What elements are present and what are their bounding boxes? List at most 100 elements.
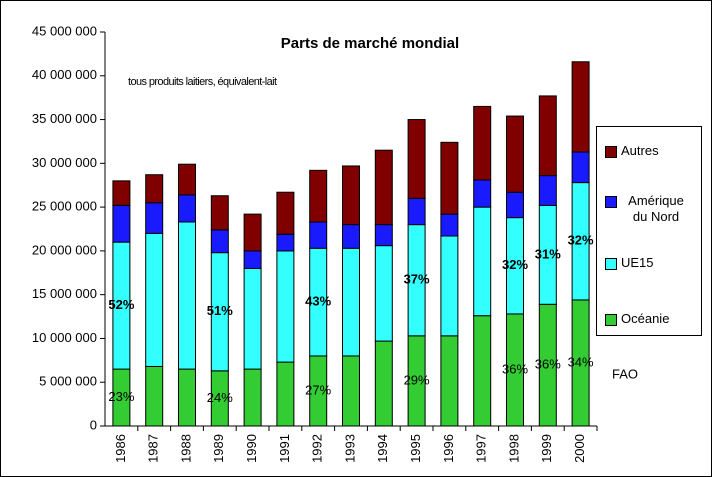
legend-item: UE15 bbox=[605, 255, 654, 271]
bar-segment bbox=[309, 221, 328, 249]
chart-title: Parts de marché mondial bbox=[281, 35, 459, 52]
x-tick-label: 1989 bbox=[211, 434, 226, 463]
bar-segment bbox=[276, 191, 295, 235]
legend-swatch bbox=[605, 314, 617, 326]
y-tick-label: 25 000 000 bbox=[32, 199, 97, 214]
bar-segment bbox=[145, 202, 164, 234]
bar-segment bbox=[178, 368, 196, 427]
bar-segment bbox=[276, 233, 295, 252]
bar-segment bbox=[276, 250, 295, 363]
legend-item: Autres bbox=[605, 143, 659, 159]
bar-segment bbox=[440, 235, 459, 337]
percent-label: 51% bbox=[207, 303, 233, 318]
x-tick-label: 1994 bbox=[375, 434, 390, 463]
bar-segment bbox=[243, 250, 262, 269]
legend-label: Autres bbox=[621, 143, 659, 158]
y-tick-label: 0 bbox=[90, 417, 97, 432]
y-tick-label: 30 000 000 bbox=[32, 155, 97, 170]
bar-segment bbox=[342, 165, 360, 226]
x-tick-label: 1998 bbox=[506, 434, 521, 463]
y-tick-label: 10 000 000 bbox=[32, 330, 97, 345]
percent-label: 24% bbox=[207, 390, 233, 405]
x-tick-label: 1987 bbox=[146, 434, 161, 463]
bar-segment bbox=[342, 355, 360, 427]
bar-segment bbox=[440, 141, 459, 215]
bar-segment bbox=[145, 365, 164, 427]
bar-segment bbox=[178, 163, 196, 196]
bar-segment bbox=[145, 232, 164, 367]
bar-segment bbox=[243, 267, 262, 370]
bar-segment bbox=[374, 245, 393, 342]
percent-label: 37% bbox=[404, 272, 430, 287]
bar-segment bbox=[374, 149, 393, 226]
bar-segment bbox=[538, 95, 557, 177]
bar-segment bbox=[243, 213, 262, 252]
y-tick-label: 35 000 000 bbox=[32, 111, 97, 126]
percent-label: 36% bbox=[535, 357, 561, 372]
bar-segment bbox=[374, 224, 393, 247]
bar-segment bbox=[407, 197, 426, 226]
bar-segment bbox=[374, 340, 393, 427]
x-tick-label: 1999 bbox=[539, 434, 554, 463]
bar-segment bbox=[112, 180, 131, 206]
bar-segment bbox=[210, 229, 229, 254]
bar-segment bbox=[473, 206, 492, 317]
bar-segment bbox=[473, 315, 492, 427]
x-tick-label: 1990 bbox=[244, 434, 259, 463]
bar-segment bbox=[178, 221, 196, 370]
percent-label: 36% bbox=[502, 361, 528, 376]
x-tick-label: 1991 bbox=[277, 434, 292, 463]
bar-segment bbox=[571, 151, 590, 184]
legend-label: Océanie bbox=[621, 311, 670, 326]
bar-segment bbox=[210, 195, 229, 231]
x-tick-label: 1993 bbox=[342, 434, 357, 463]
bar-segment bbox=[538, 175, 557, 206]
legend-item: Amérique du Nord bbox=[605, 193, 691, 225]
bar-segment bbox=[309, 169, 328, 223]
x-tick-label: 1992 bbox=[310, 434, 325, 463]
source: FAO bbox=[612, 366, 638, 381]
legend-label: Amérique du Nord bbox=[628, 193, 684, 224]
legend-swatch bbox=[605, 146, 617, 158]
bar-segment bbox=[571, 61, 590, 153]
bar-segment bbox=[473, 105, 492, 181]
percent-label: 27% bbox=[305, 382, 331, 397]
percent-label: 31% bbox=[535, 246, 561, 261]
legend-label: UE15 bbox=[621, 255, 654, 270]
percent-label: 23% bbox=[108, 389, 134, 404]
percent-label: 52% bbox=[108, 297, 134, 312]
x-tick-label: 2000 bbox=[572, 434, 587, 463]
legend: Autres Amérique du Nord UE15 Océanie bbox=[596, 126, 702, 336]
legend-swatch bbox=[605, 258, 617, 270]
bar-segment bbox=[506, 191, 524, 219]
y-tick-label: 20 000 000 bbox=[32, 242, 97, 257]
y-tick-label: 5 000 000 bbox=[39, 374, 97, 389]
bar-segment bbox=[145, 174, 164, 204]
percent-label: 32% bbox=[568, 233, 594, 248]
x-tick-label: 1997 bbox=[474, 434, 489, 463]
bar-segment bbox=[473, 179, 492, 208]
legend-item: Océanie bbox=[605, 311, 669, 327]
bar-segment bbox=[342, 224, 360, 249]
bar-segment bbox=[276, 361, 295, 427]
bar-segment bbox=[178, 194, 196, 223]
percent-label: 29% bbox=[404, 372, 430, 387]
bar-segment bbox=[342, 247, 360, 357]
bar-segment bbox=[112, 204, 131, 243]
bar-segment bbox=[243, 368, 262, 427]
percent-label: 34% bbox=[568, 354, 594, 369]
legend-swatch bbox=[605, 196, 617, 208]
x-tick-label: 1996 bbox=[441, 434, 456, 463]
bar-segment bbox=[506, 115, 524, 193]
bar-segment bbox=[407, 119, 426, 199]
y-tick-label: 45 000 000 bbox=[32, 23, 97, 38]
y-tick-label: 15 000 000 bbox=[32, 286, 97, 301]
bar-segment bbox=[440, 335, 459, 427]
y-tick-label: 40 000 000 bbox=[32, 67, 97, 82]
percent-label: 43% bbox=[305, 294, 331, 309]
x-tick-label: 1988 bbox=[178, 434, 193, 463]
x-tick-label: 1995 bbox=[408, 434, 423, 463]
percent-label: 32% bbox=[502, 257, 528, 272]
